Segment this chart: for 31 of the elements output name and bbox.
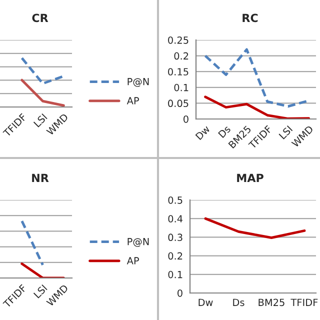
x-tick-label: LSI bbox=[33, 284, 48, 298]
legend-label: P@N bbox=[128, 238, 149, 247]
x-tick-label: Dw bbox=[198, 298, 213, 306]
x-tick-label: BM25 bbox=[258, 298, 284, 306]
y-tick-label: 0.15 bbox=[168, 68, 188, 76]
x-tick-label: Dw bbox=[195, 125, 210, 140]
x-tick-label: Ds bbox=[218, 125, 231, 138]
chart-title: MAP bbox=[237, 174, 264, 182]
legend-label: P@N bbox=[128, 78, 149, 87]
line-series bbox=[204, 217, 306, 240]
y-tick-label: 0.2 bbox=[168, 252, 182, 260]
y-tick-label: 0.1 bbox=[168, 270, 182, 278]
y-tick-label: 0.05 bbox=[168, 100, 188, 108]
y-tick-label: 0 bbox=[184, 115, 188, 123]
chart-title: RC bbox=[242, 14, 258, 22]
y-tick-label: 0 bbox=[178, 289, 182, 297]
x-tick-label: LSI bbox=[278, 125, 293, 140]
legend-label: AP bbox=[126, 257, 139, 264]
y-tick-label: 0.25 bbox=[168, 36, 188, 44]
y-tick-label: 0.1 bbox=[174, 84, 188, 92]
legend-label: AP bbox=[126, 97, 139, 104]
y-tick-label: 0.4 bbox=[168, 215, 183, 222]
x-tick-label: Ds bbox=[233, 298, 244, 306]
x-tick-label: TFIDF bbox=[290, 298, 318, 306]
chart-title: CR bbox=[32, 14, 48, 22]
x-tick-label: LSI bbox=[33, 113, 48, 128]
y-tick-label: 0.3 bbox=[168, 234, 182, 242]
y-tick-label: 0.2 bbox=[174, 52, 188, 60]
line-series bbox=[204, 96, 310, 119]
y-tick-label: 0.5 bbox=[168, 196, 182, 204]
chart-title: NR bbox=[32, 174, 49, 182]
